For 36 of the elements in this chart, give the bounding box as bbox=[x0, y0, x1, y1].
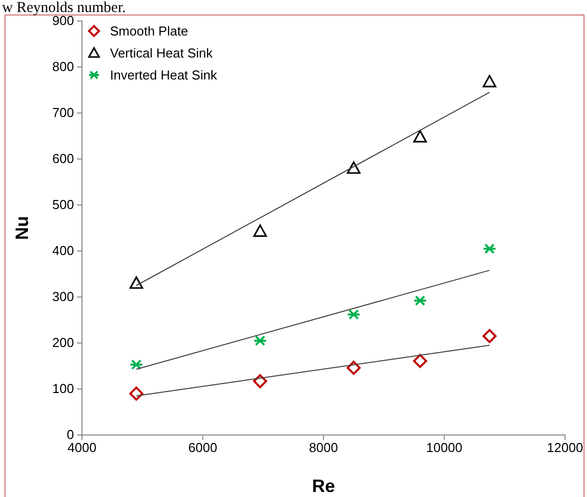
y-tick-label: 600 bbox=[52, 151, 74, 166]
point bbox=[482, 244, 497, 254]
point bbox=[482, 329, 497, 344]
x-tick-label: 10000 bbox=[426, 440, 462, 456]
y-tick-label: 300 bbox=[52, 289, 74, 304]
point bbox=[346, 161, 360, 174]
x-tick-label: 6000 bbox=[188, 440, 218, 456]
point bbox=[130, 276, 144, 289]
point bbox=[413, 354, 428, 368]
y-tick-label: 100 bbox=[52, 381, 74, 396]
point bbox=[413, 130, 427, 143]
point bbox=[129, 359, 144, 370]
point bbox=[346, 360, 361, 375]
y-tick-label: 500 bbox=[52, 197, 74, 212]
y-tick-label: 400 bbox=[52, 243, 74, 258]
legend-label: Smooth Plate bbox=[110, 24, 188, 38]
x-tick-label: 8000 bbox=[309, 440, 338, 456]
legend-label: Inverted Heat Sink bbox=[110, 68, 218, 82]
y-tick-label: 700 bbox=[52, 105, 74, 120]
x-tick-label: 12000 bbox=[546, 440, 584, 456]
point bbox=[413, 295, 428, 306]
y-tick-label: 200 bbox=[52, 335, 74, 350]
text: w Reynolds number. bbox=[2, 0, 126, 16]
x-tick-label: 4000 bbox=[68, 440, 96, 456]
y-tick-label: 900 bbox=[52, 13, 74, 28]
y-tick-label: 0 bbox=[66, 427, 74, 442]
point bbox=[253, 336, 268, 346]
point bbox=[253, 374, 268, 388]
legend-label: Vertical Heat Sink bbox=[110, 46, 214, 60]
point bbox=[253, 224, 267, 237]
point bbox=[346, 309, 361, 320]
y-tick-label: 800 bbox=[52, 59, 74, 74]
point bbox=[129, 386, 144, 401]
point bbox=[482, 74, 496, 88]
x-axis-title: Re bbox=[312, 476, 336, 496]
y-axis-title: Nu bbox=[12, 216, 32, 240]
